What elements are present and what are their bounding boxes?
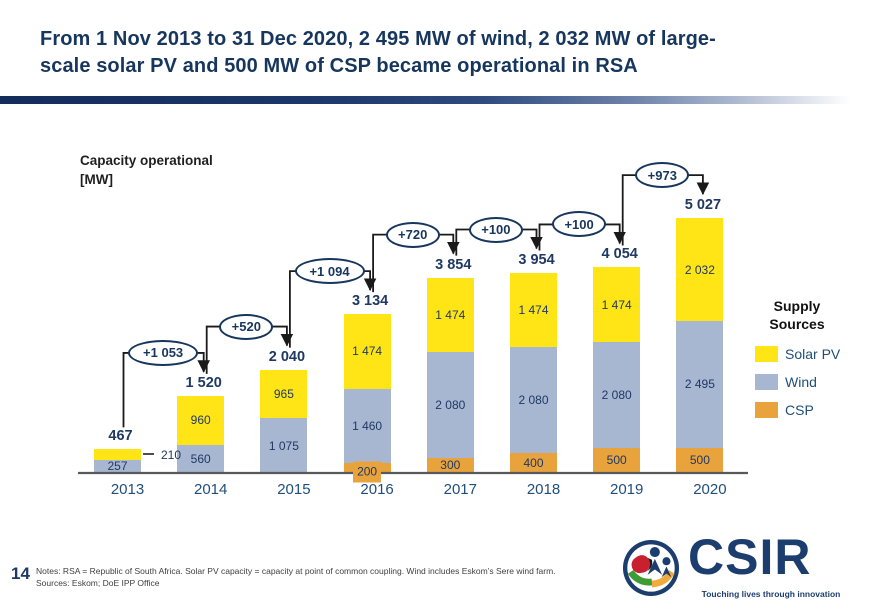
legend-item-wind: Wind [755, 374, 817, 390]
increment-connector-2 [289, 270, 377, 348]
chart-unit-label: [MW] [80, 172, 113, 187]
slide-title-line1: From 1 Nov 2013 to 31 Dec 2020, 2 495 MW… [40, 28, 716, 50]
bar-segment-2020-solar-pv [676, 218, 724, 322]
csir-logo-text: CSIR [688, 529, 812, 585]
bar-segment-2018-wind [510, 347, 557, 453]
legend-label-wind: Wind [785, 374, 817, 390]
bar-segment-2020-wind [676, 321, 724, 448]
bar-segment-2017-solar-pv [426, 277, 474, 353]
bar-segment-2014-solar-pv [177, 395, 225, 445]
bar-segment-2018-solar-pv [510, 272, 557, 348]
solar-pv-swatch [755, 346, 778, 362]
csir-logo: CSIR Touching lives through innovation [620, 529, 870, 601]
bar-segment-2017-csp [426, 457, 474, 473]
bar-segment-2013-solar-pv [94, 449, 141, 460]
csir-logo-emblem [622, 539, 680, 597]
bar-segment-2013-wind [94, 459, 141, 473]
footnote-notes: Notes: RSA = Republic of South Africa. S… [36, 566, 556, 576]
bar-segment-2014-wind [177, 444, 225, 473]
bar-segment-2019-solar-pv [593, 267, 641, 343]
page-number: 14 [11, 564, 30, 583]
increment-connector-6 [621, 174, 710, 246]
chart-axis-title: Capacity operational [MW] [80, 151, 213, 189]
increment-connector-5 [538, 223, 626, 251]
increment-connector-0 [122, 352, 210, 428]
bar-segment-2015-wind [260, 418, 308, 473]
increment-connector-4 [455, 228, 543, 256]
footnote-sources: Sources: Eskom; DoE IPP Office [36, 577, 160, 588]
bar-segment-2019-csp [593, 447, 641, 473]
legend-item-solar-pv: Solar PV [755, 346, 840, 362]
bar-segment-2016-solar-pv [343, 314, 391, 389]
chart-title-text: Capacity operational [80, 153, 213, 168]
increment-connector-1 [205, 325, 294, 374]
bar-segment-2017-wind [426, 352, 474, 458]
bar-segment-2020-csp [676, 447, 724, 473]
csp-swatch [755, 402, 778, 418]
increment-connector-3 [372, 233, 460, 293]
bar-segment-2019-wind [593, 342, 641, 448]
slide-title-line2: scale solar PV and 500 MW of CSP became … [40, 55, 638, 77]
bar-segment-2016-wind [343, 388, 391, 463]
legend-label-solar-pv: Solar PV [785, 346, 841, 362]
slide-title: From 1 Nov 2013 to 31 Dec 2020, 2 495 MW… [40, 26, 840, 80]
legend-title: Supply Sources [769, 298, 825, 332]
legend-item-csp: CSP [755, 402, 814, 418]
bar-segment-2015-solar-pv [260, 369, 308, 419]
csir-logo-tagline: Touching lives through innovation [701, 589, 841, 599]
wind-swatch [755, 374, 778, 390]
bar-segment-2018-csp [510, 452, 557, 473]
footnotes: Notes: RSA = Republic of South Africa. S… [36, 566, 626, 589]
legend-label-csp: CSP [785, 402, 814, 418]
title-divider [0, 96, 877, 104]
